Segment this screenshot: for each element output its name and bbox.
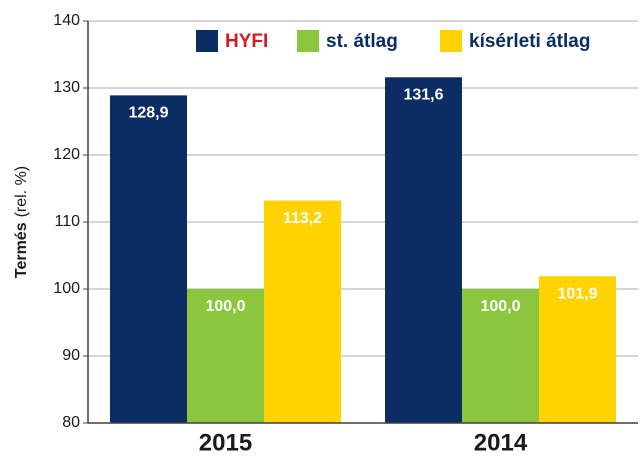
legend-swatch [440, 30, 462, 52]
bar [110, 95, 187, 424]
y-tick-label: 120 [53, 146, 80, 163]
x-tick-label: 2015 [199, 429, 252, 456]
value-label: 101,9 [557, 285, 597, 302]
value-label: 131,6 [403, 86, 443, 103]
y-tick-label: 80 [62, 414, 80, 431]
y-axis-label: Termés (rel. %) [13, 166, 30, 278]
value-label: 100,0 [480, 298, 520, 315]
value-label: 100,0 [205, 298, 245, 315]
x-tick-label: 2014 [474, 429, 528, 456]
value-label: 128,9 [128, 105, 168, 122]
bar [187, 289, 264, 423]
legend-label: HYFI [225, 31, 268, 52]
legend-swatch [297, 30, 319, 52]
legend-label: kísérleti átlag [469, 31, 590, 52]
y-tick-label: 100 [53, 280, 80, 297]
y-label-main: Termés [13, 222, 30, 278]
y-label-unit: (rel. %) [13, 166, 30, 218]
legend-label: st. átlag [326, 31, 398, 52]
y-tick-label: 140 [53, 12, 80, 29]
legend-swatch [196, 30, 218, 52]
y-tick-label: 90 [62, 347, 80, 364]
bar [385, 77, 462, 423]
bar [462, 289, 539, 423]
y-tick-label: 110 [54, 213, 80, 230]
bar [264, 200, 341, 423]
value-label: 113,2 [283, 210, 322, 227]
bar [539, 276, 616, 423]
y-tick-label: 130 [53, 79, 80, 96]
